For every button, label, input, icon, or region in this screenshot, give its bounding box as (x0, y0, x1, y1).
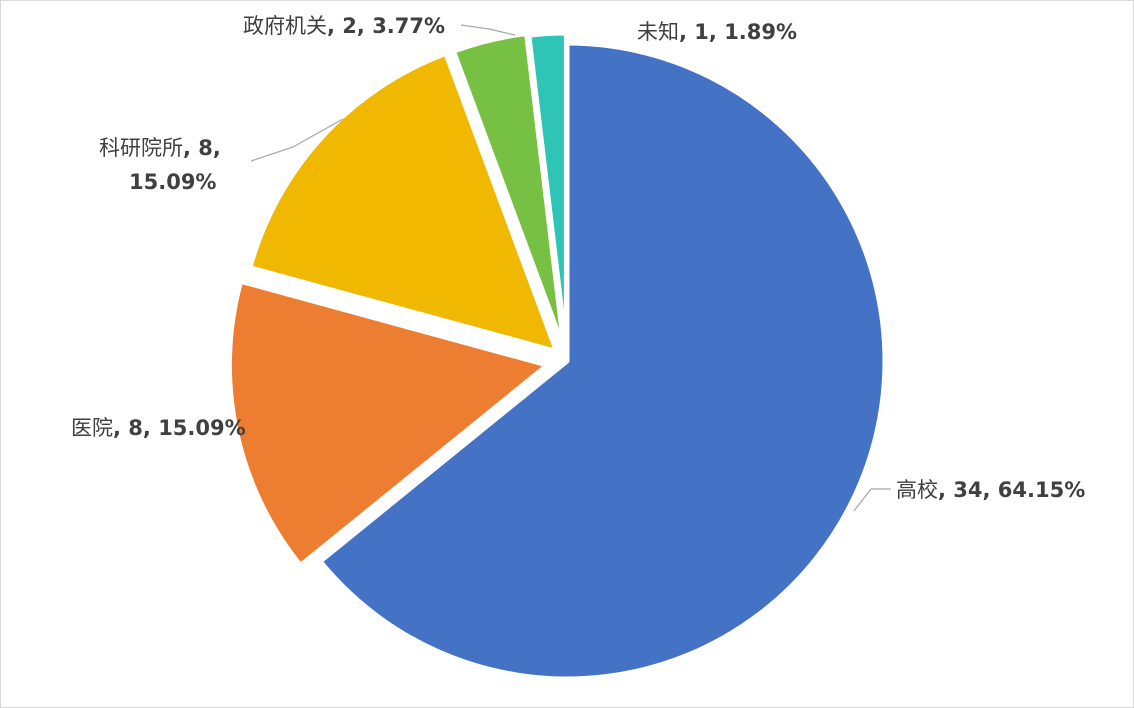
data-label-yiyuan: 医院, 8, 15.09% (71, 416, 246, 440)
leader-line-keyanyuansuo (250, 118, 344, 162)
data-label-weizhi: 未知, 1, 1.89% (637, 20, 797, 44)
data-label-zhengfujiguan: 政府机关, 2, 3.77% (243, 14, 445, 38)
data-label-keyanyuansuo-line2: 15.09% (129, 170, 216, 194)
leader-line-zhengfujiguan (460, 24, 516, 36)
data-label-keyanyuansuo: 科研院所, 8, (99, 136, 221, 160)
slice-keyanyuansuo (247, 50, 560, 355)
leader-line-gaoxiao (853, 488, 891, 512)
data-label-gaoxiao: 高校, 34, 64.15% (896, 478, 1085, 502)
slice-gaoxiao (317, 40, 888, 682)
slice-weizhi (526, 30, 569, 354)
slice-zhengfujiguan (450, 31, 567, 352)
slice-yiyuan (226, 278, 550, 568)
